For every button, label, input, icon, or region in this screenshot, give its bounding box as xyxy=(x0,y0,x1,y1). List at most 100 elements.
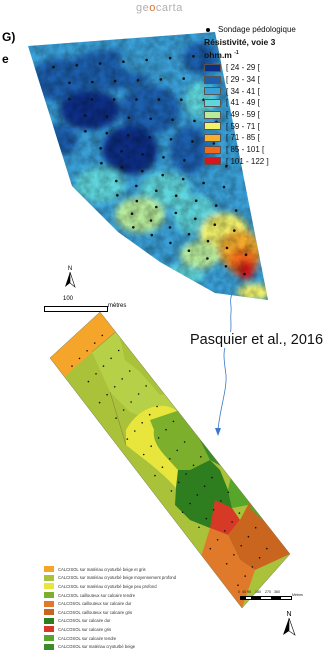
sounding-point xyxy=(169,458,171,460)
sounding-point xyxy=(180,98,183,101)
logo-part-3: carta xyxy=(155,2,183,14)
sounding-point xyxy=(145,385,147,387)
sounding-point xyxy=(170,490,173,492)
sounding-point-icon xyxy=(206,27,210,32)
sounding-point xyxy=(213,223,217,226)
sounding-point xyxy=(266,547,268,550)
class-swatch xyxy=(204,98,221,107)
geocarta-logo: geocarta xyxy=(136,2,183,14)
logo-part-2: o xyxy=(149,2,156,14)
scale-bar-top xyxy=(44,306,108,312)
soil-class-4: CALCOSOL caillouteux sur calcaire dur xyxy=(44,599,204,608)
sounding-point xyxy=(112,98,116,101)
soil-class-2: CALCISOL sur matériau cryoturbé beige pe… xyxy=(44,582,204,591)
class-swatch xyxy=(204,133,221,142)
sounding-point xyxy=(191,140,194,143)
scale-bar-bottom xyxy=(240,596,292,600)
sounding-point xyxy=(181,511,184,513)
sounding-point xyxy=(225,563,228,565)
sounding-point xyxy=(75,64,79,67)
sounding-point xyxy=(113,386,116,388)
resistivity-class-1: [ 29 - 34 [ xyxy=(204,74,328,86)
sounding-point xyxy=(98,401,101,404)
sounding-point xyxy=(181,177,185,181)
sounding-point xyxy=(115,417,117,419)
soil-label: CALCISOL sur matériau cryoturbé beige mo… xyxy=(58,575,177,581)
logo-part-1: ge xyxy=(136,2,150,14)
sounding-point xyxy=(233,229,236,232)
sounding-point xyxy=(169,241,172,245)
scale-value-top: 100 xyxy=(63,296,74,302)
sounding-point xyxy=(150,233,154,237)
sounding-point xyxy=(83,114,87,117)
resistivity-class-4: [ 49 - 59 [ xyxy=(204,109,328,121)
scale-ticks-bottom: 0 45 90 180 270 360 xyxy=(238,590,280,594)
sounding-point xyxy=(220,500,222,502)
sounding-point xyxy=(174,194,178,197)
scale-unit-bottom: Mètres xyxy=(292,593,303,597)
soil-swatch xyxy=(44,617,54,624)
connector-arrow xyxy=(217,289,235,431)
soil-label: CALCISOL caillouteux sur calcaire tendre xyxy=(58,592,136,598)
sounding-point xyxy=(194,199,198,202)
soil-swatch xyxy=(44,609,54,616)
soil-swatch xyxy=(44,635,54,642)
sounding-point xyxy=(100,161,103,165)
class-label: [ 59 - 71 [ xyxy=(226,121,260,131)
sounding-point xyxy=(244,253,248,256)
sounding-point xyxy=(238,512,241,514)
class-swatch xyxy=(204,145,221,154)
class-label: [ 85 - 101 [ xyxy=(226,145,265,155)
sounding-point xyxy=(212,142,216,145)
sounding-point xyxy=(155,205,158,209)
sounding-point xyxy=(78,357,81,360)
soil-swatch xyxy=(44,566,54,573)
sounding-point xyxy=(205,517,208,520)
sounding-point xyxy=(216,539,219,541)
sounding-point xyxy=(240,544,242,547)
sounding-point xyxy=(258,557,261,559)
sounding-point xyxy=(141,153,144,156)
sounding-point xyxy=(122,409,125,411)
legend-point-label: Sondage pédologique xyxy=(218,25,296,34)
sounding-point xyxy=(148,136,151,139)
resistivity-class-2: [ 34 - 41 [ xyxy=(204,85,328,97)
sounding-point xyxy=(192,55,195,58)
class-label: [ 71 - 85 [ xyxy=(226,133,260,143)
sounding-point xyxy=(113,79,117,83)
resistivity-class-8: [ 101 - 122 ] xyxy=(204,156,328,168)
sounding-point xyxy=(126,438,129,440)
sounding-point xyxy=(196,494,199,496)
resistivity-legend: Sondage pédologique Résistivité, voie 3 … xyxy=(204,24,328,167)
sounding-point xyxy=(168,226,172,229)
sounding-point xyxy=(211,476,213,479)
unit-exponent: -1 xyxy=(234,50,239,57)
soil-swatch xyxy=(44,592,54,599)
sounding-point xyxy=(154,474,156,477)
sounding-point xyxy=(247,535,250,538)
sounding-point xyxy=(176,449,178,452)
sounding-point xyxy=(187,249,191,252)
class-swatch xyxy=(204,157,221,166)
sounding-point xyxy=(149,117,152,121)
sounding-point xyxy=(68,97,71,101)
soil-class-6: CALCOSOL sur calcaire dur xyxy=(44,617,204,626)
sounding-point xyxy=(130,212,134,215)
sounding-point xyxy=(105,131,109,135)
sounding-point xyxy=(130,401,132,403)
sounding-point xyxy=(149,219,153,222)
soil-label: CALCOSOL sur calcaire dur xyxy=(58,618,111,624)
sounding-point xyxy=(243,272,246,276)
soil-label: CALCOSOL caillouteux sur calcaire gris xyxy=(58,609,133,615)
sounding-point xyxy=(224,265,228,268)
sounding-point xyxy=(137,393,140,395)
resistivity-map xyxy=(28,32,268,300)
sounding-point xyxy=(156,405,158,408)
sounding-point xyxy=(106,393,108,396)
north-label: N xyxy=(67,266,73,272)
sounding-point xyxy=(183,159,186,162)
sounding-point xyxy=(134,430,136,432)
sounding-point xyxy=(101,334,104,337)
sounding-point xyxy=(183,441,186,443)
sounding-point xyxy=(68,81,71,85)
